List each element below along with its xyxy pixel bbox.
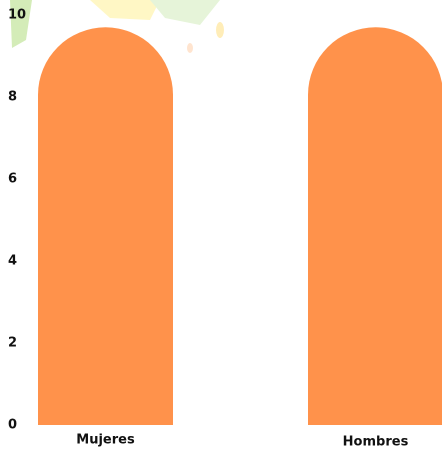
x-tick-label: Mujeres (76, 433, 135, 448)
splash (187, 43, 193, 53)
y-tick-label: 10 (8, 8, 26, 23)
splash (90, 0, 160, 20)
decoration (10, 0, 224, 53)
splash (10, 0, 32, 48)
y-tick-label: 8 (8, 90, 17, 105)
x-tick-label: Hombres (343, 435, 409, 449)
bar (308, 27, 442, 425)
splash (150, 0, 220, 25)
y-tick-label: 0 (8, 418, 17, 433)
splash (216, 22, 224, 38)
y-tick-label: 6 (8, 172, 17, 187)
bar (38, 27, 173, 426)
y-tick-label: 4 (8, 254, 17, 269)
y-tick-label: 2 (8, 336, 17, 351)
